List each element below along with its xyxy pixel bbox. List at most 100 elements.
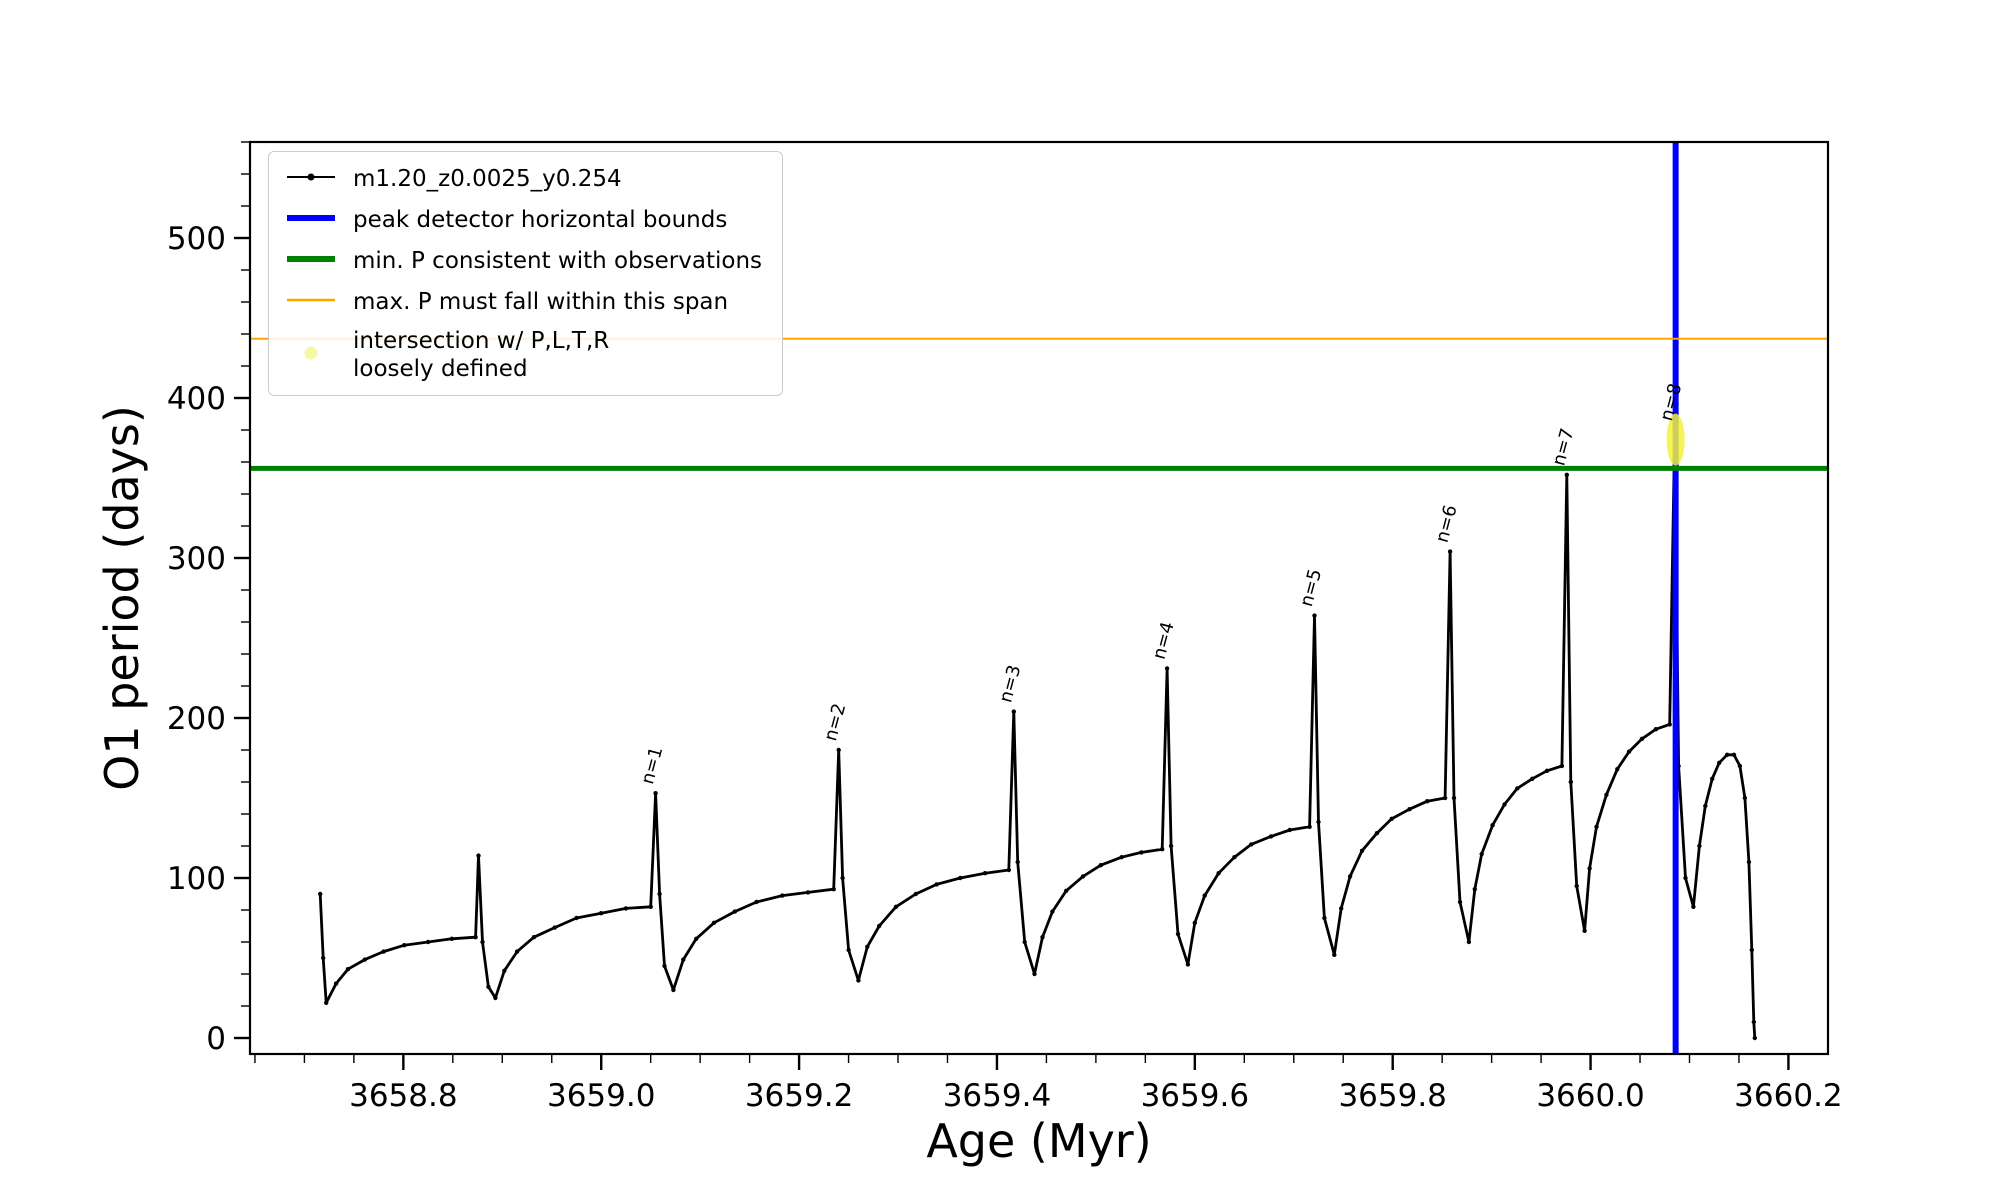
series-marker-dot (732, 909, 737, 914)
series-marker-dot (1139, 850, 1144, 855)
series-marker-dot (1185, 962, 1191, 967)
series-marker-dot (1691, 904, 1696, 909)
series-marker-dot (1737, 763, 1743, 769)
series-marker-dot (754, 899, 759, 905)
x-tick-label: 3660.0 (1536, 1078, 1644, 1114)
series-marker-dot (480, 939, 485, 945)
series-marker-dot (831, 887, 836, 892)
series-marker-dot (324, 1000, 329, 1005)
series-marker-dot (552, 925, 557, 930)
series-marker-dot (1604, 792, 1609, 797)
series-marker-dot (449, 936, 454, 941)
x-tick-label: 3658.8 (349, 1078, 457, 1114)
series-marker-dot (1587, 866, 1592, 871)
series-marker-dot (958, 875, 963, 881)
y-tick-label: 100 (167, 861, 226, 897)
series-marker-dot (1683, 875, 1688, 881)
series-marker-dot (653, 791, 658, 796)
legend-entry: m1.20_z0.0025_y0.254 (283, 164, 762, 196)
legend-marker-thick-line (283, 246, 339, 278)
series-marker-dot (648, 904, 653, 909)
legend-entry: max. P must fall within this span (283, 287, 762, 319)
series-marker-dot (1312, 613, 1317, 618)
intersection-marker (1666, 413, 1685, 466)
y-axis-title: O1 period (days) (95, 405, 149, 791)
series-marker-dot (1316, 819, 1321, 825)
series-marker-dot (1746, 859, 1752, 865)
series-marker-dot (1164, 666, 1170, 671)
series-marker-dot (1011, 709, 1016, 714)
series-marker-dot (402, 943, 407, 948)
series-marker-dot (1626, 749, 1632, 754)
series-marker-dot (1287, 827, 1293, 833)
series-marker-dot (1080, 874, 1086, 879)
series-marker-dot (1615, 767, 1620, 772)
peak-label: n=7 (1548, 426, 1578, 468)
series-marker-dot (1050, 909, 1055, 914)
series-marker-dot (1710, 776, 1715, 781)
series-marker-dot (1749, 947, 1755, 953)
series-marker-dot (1667, 722, 1672, 727)
series-marker-dot (473, 935, 478, 940)
series-marker-dot (1232, 855, 1237, 860)
series-marker-dot (1022, 939, 1027, 945)
series-marker-dot (1374, 831, 1380, 836)
series-marker-dot (1268, 834, 1274, 839)
series-marker-dot (333, 981, 339, 986)
y-tick-label: 300 (167, 541, 226, 577)
series-marker-dot (1466, 939, 1472, 945)
x-tick-label: 3659.4 (943, 1078, 1051, 1114)
series-marker-dot (913, 891, 918, 897)
series-marker-dot (1752, 1035, 1758, 1041)
series-marker-dot (1249, 842, 1254, 847)
series-marker-dot (1472, 887, 1478, 892)
series-marker-dot (531, 935, 537, 940)
x-tick-label: 3659.8 (1338, 1078, 1446, 1114)
peak-label: n=3 (995, 663, 1025, 705)
series-marker-dot (1006, 867, 1011, 873)
series-marker-dot (662, 963, 667, 969)
series-marker-dot (1168, 843, 1174, 849)
series-marker-dot (711, 920, 717, 925)
series-marker-dot (836, 747, 841, 753)
series-marker-dot (1407, 807, 1412, 812)
series-marker-dot (486, 984, 491, 989)
legend-entry-label: peak detector horizontal bounds (353, 207, 728, 234)
x-axis-title: Age (Myr) (926, 1114, 1152, 1168)
series-marker-dot (846, 947, 851, 953)
series-marker-dot (623, 906, 629, 911)
series-marker-dot (1457, 899, 1463, 905)
series-marker-dot (805, 890, 811, 895)
series-marker-dot (1347, 874, 1353, 879)
series-marker-dot (502, 968, 507, 973)
series-marker-dot (1359, 848, 1365, 853)
series-marker-dot (1530, 776, 1535, 781)
legend-entry: min. P consistent with observations (283, 246, 762, 278)
series-marker-dot (1582, 928, 1587, 933)
series-marker-dot (1559, 763, 1565, 769)
series-marker-dot (1703, 803, 1708, 809)
peak-label: n=2 (820, 701, 850, 743)
series-marker-dot (1332, 952, 1337, 957)
peak-label: n=1 (637, 744, 667, 786)
series-marker-dot (425, 939, 431, 945)
series-marker-dot (1389, 816, 1394, 821)
series-marker-dot (1322, 915, 1327, 921)
series-marker-dot (1032, 971, 1037, 977)
axes-spines (248, 140, 1830, 1056)
legend-marker-line (283, 287, 339, 319)
series-marker-dot (1216, 871, 1221, 876)
series-marker-dot (1098, 863, 1104, 868)
peak-label: n=6 (1432, 503, 1462, 545)
series-marker-dot (1731, 752, 1737, 757)
series-marker-dot (877, 923, 882, 929)
legend-entry-label: intersection w/ P,L,T,R loosely defined (353, 328, 610, 382)
series-marker-dot (671, 987, 676, 993)
series-marker-dot (1175, 931, 1181, 937)
series-marker-dot (1160, 847, 1165, 852)
series-marker-dot (1574, 883, 1579, 889)
series-marker-dot (362, 957, 367, 962)
series-marker-dot (1192, 920, 1198, 925)
